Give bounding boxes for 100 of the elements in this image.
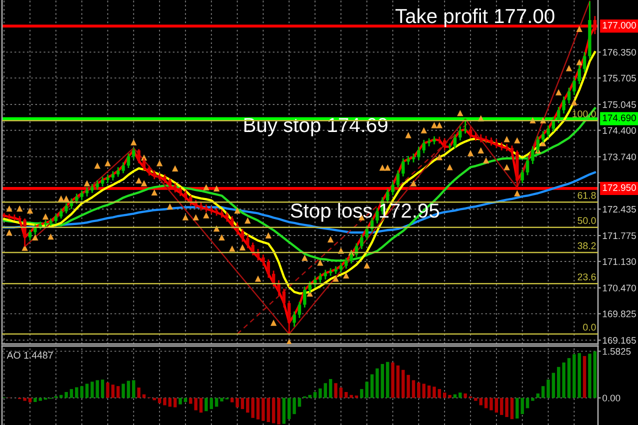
point — [16, 205, 23, 212]
point — [182, 214, 189, 220]
point — [254, 276, 262, 282]
bar — [505, 398, 508, 418]
point — [457, 110, 464, 116]
bar — [116, 386, 120, 398]
candlestick — [282, 288, 286, 308]
bar — [494, 398, 498, 413]
bar — [531, 398, 534, 401]
bar — [59, 394, 63, 398]
bar — [236, 398, 239, 408]
bar — [562, 362, 566, 398]
point — [265, 232, 272, 238]
point — [94, 162, 100, 169]
bar — [100, 380, 104, 398]
bar — [339, 388, 343, 398]
bar — [412, 380, 416, 398]
bar — [484, 398, 488, 408]
bar — [220, 398, 224, 402]
bar — [173, 398, 177, 408]
point — [446, 164, 453, 170]
candlestick — [520, 168, 524, 184]
y-tick-label: 174.400 — [602, 127, 636, 134]
point — [576, 26, 582, 32]
candlestick — [464, 118, 467, 134]
point — [514, 137, 520, 144]
bar — [80, 386, 84, 398]
bar — [432, 386, 436, 398]
y-tick-label: 0.00 — [602, 394, 620, 402]
bar — [500, 398, 504, 415]
candlestick — [572, 76, 576, 96]
bar — [588, 354, 592, 398]
candlestick — [80, 190, 84, 201]
point — [556, 89, 562, 96]
bar — [28, 398, 32, 402]
bar — [417, 382, 420, 398]
bar — [536, 393, 540, 398]
candlestick — [376, 207, 379, 224]
bar — [328, 379, 332, 398]
bar — [266, 398, 270, 422]
bar — [350, 394, 353, 398]
bar — [546, 380, 550, 398]
bar — [210, 398, 213, 410]
bar — [106, 382, 110, 398]
point — [343, 272, 350, 279]
bar — [240, 398, 244, 410]
point — [244, 217, 251, 224]
point — [431, 122, 438, 128]
point — [203, 212, 210, 218]
candlestick — [246, 234, 250, 249]
bar — [204, 398, 208, 412]
candlestick — [453, 134, 457, 150]
candlestick — [396, 170, 400, 188]
point — [302, 254, 308, 261]
ref-line-label: 0.0 — [583, 324, 596, 331]
point — [26, 207, 34, 214]
y-tick-label: 169.165 — [602, 337, 636, 344]
bar — [396, 365, 400, 398]
candlestick — [173, 182, 177, 194]
point — [213, 185, 220, 192]
bar — [126, 380, 130, 398]
bar — [474, 398, 478, 401]
bar — [64, 392, 68, 398]
ref-line-label: 174.690 — [602, 114, 636, 122]
bar — [391, 362, 394, 398]
candlestick — [458, 126, 462, 142]
bar — [90, 382, 94, 398]
bar — [344, 392, 348, 398]
bar — [567, 358, 571, 398]
candlestick — [251, 242, 254, 256]
bar — [262, 398, 265, 421]
bar — [85, 384, 89, 398]
candlestick — [438, 136, 442, 144]
bar — [464, 393, 467, 398]
bar — [292, 398, 296, 414]
bar — [282, 398, 286, 424]
candlestick — [288, 300, 291, 335]
candlestick — [344, 257, 348, 270]
bar — [510, 398, 514, 420]
bar — [163, 398, 166, 406]
bar — [453, 394, 457, 398]
point — [514, 190, 520, 196]
candlestick — [184, 190, 188, 202]
point — [504, 136, 510, 142]
point — [410, 180, 417, 186]
bar — [230, 398, 234, 402]
point — [203, 184, 210, 190]
bar — [582, 356, 586, 398]
bar — [23, 398, 26, 401]
point — [576, 59, 582, 66]
bar — [458, 392, 462, 398]
point — [379, 164, 386, 171]
chart-title: AO 1.4487 — [6, 352, 53, 359]
point — [436, 154, 443, 160]
bar — [137, 388, 140, 398]
point — [58, 195, 64, 202]
point — [218, 234, 225, 240]
point — [48, 233, 54, 240]
bar — [552, 372, 556, 398]
bar — [402, 370, 405, 398]
